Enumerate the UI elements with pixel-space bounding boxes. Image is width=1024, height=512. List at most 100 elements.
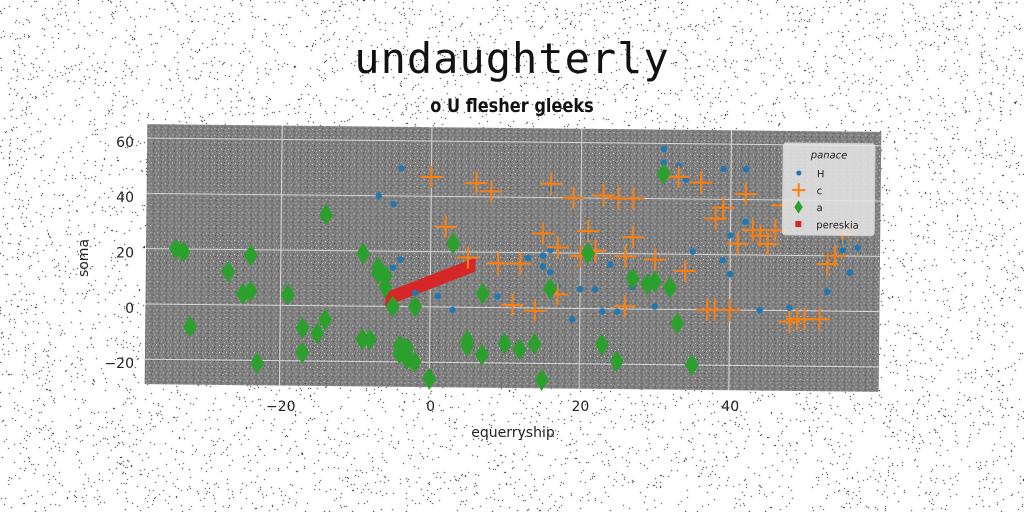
data-point-diamond <box>684 353 699 376</box>
data-point-diamond <box>183 315 198 338</box>
data-point-plus <box>614 245 637 268</box>
legend-label: c <box>817 186 823 197</box>
data-point-plus <box>562 186 585 209</box>
data-point-dot <box>547 269 554 276</box>
data-point-dot <box>682 176 690 183</box>
y-axis-label: soma <box>76 239 92 277</box>
legend-label: pereskia <box>816 220 859 231</box>
data-point-plus <box>726 232 749 255</box>
chart-title: undaughterly <box>354 34 670 83</box>
data-point-plus <box>523 299 546 322</box>
data-point-diamond <box>295 341 310 364</box>
data-point-dot <box>786 304 793 312</box>
data-point-diamond <box>243 244 258 267</box>
legend-marker-a <box>794 200 803 214</box>
data-point-dot <box>742 218 749 225</box>
data-point-plus <box>480 180 503 203</box>
data-point-dot <box>524 254 532 262</box>
data-point-diamond <box>400 337 415 360</box>
data-point-plus <box>592 184 615 207</box>
data-point-diamond <box>176 240 191 263</box>
data-point-dot <box>449 306 456 314</box>
x-tick-label: 40 <box>721 399 739 415</box>
data-point-dot <box>660 145 668 153</box>
data-point-dot <box>756 307 763 314</box>
data-point-diamond <box>534 369 549 392</box>
data-point-dot <box>660 159 667 166</box>
y-gridline <box>146 192 881 202</box>
data-point-plus <box>756 233 779 256</box>
data-point-dot <box>412 289 419 297</box>
x-tick-label: 0 <box>426 399 435 415</box>
data-point-dot <box>591 286 599 293</box>
data-point-plus <box>690 171 713 194</box>
data-point-diamond <box>221 260 236 283</box>
data-point-plus <box>465 171 488 194</box>
data-point-diamond <box>656 162 671 185</box>
data-point-plus <box>704 207 727 230</box>
data-point-diamond <box>662 276 677 299</box>
data-point-diamond <box>497 332 512 355</box>
y-tick-label: −20 <box>104 356 134 372</box>
data-point-plus <box>712 196 735 219</box>
data-point-dot <box>398 165 405 172</box>
data-point-plus <box>808 308 831 331</box>
data-point-diamond <box>446 232 461 255</box>
data-point-plus <box>420 165 443 188</box>
data-point-diamond <box>356 242 371 265</box>
data-point-diamond <box>580 242 595 265</box>
data-point-plus <box>674 259 697 282</box>
data-point-dot <box>390 201 397 208</box>
data-point-plus <box>501 294 524 317</box>
data-point-diamond <box>319 203 334 226</box>
data-point-dot <box>720 165 727 173</box>
data-point-dot <box>569 316 576 323</box>
chart-subtitle: o U flesher gleeks <box>430 95 594 117</box>
data-point-dot <box>651 303 658 310</box>
data-point-plus <box>540 172 563 195</box>
data-point-dot <box>675 162 682 169</box>
data-point-plus <box>577 220 600 243</box>
data-point-diamond <box>385 295 400 318</box>
data-point-dot <box>599 308 606 315</box>
data-point-diamond <box>408 295 423 318</box>
legend-marker-pereskia <box>795 220 802 228</box>
data-point-diamond <box>378 276 393 299</box>
data-point-dot <box>726 270 734 278</box>
data-point-dot <box>614 308 621 315</box>
data-point-diamond <box>318 308 333 331</box>
data-point-dot <box>839 247 846 254</box>
data-point-plus <box>718 299 741 322</box>
data-point-dot <box>607 261 614 268</box>
data-point-plus <box>667 165 690 188</box>
y-tick-label: 60 <box>116 135 134 151</box>
data-point-dot <box>576 285 584 293</box>
data-point-diamond <box>460 329 475 352</box>
data-point-dot <box>494 293 501 300</box>
data-point-diamond <box>475 282 490 305</box>
data-point-diamond <box>243 280 258 303</box>
data-point-plus <box>734 183 757 206</box>
data-point-diamond <box>250 352 265 375</box>
data-point-dot <box>854 244 861 251</box>
legend-label: H <box>817 169 825 180</box>
y-gridline <box>144 358 879 368</box>
data-point-diamond <box>169 237 184 260</box>
x-gridline <box>278 125 283 386</box>
plot-area <box>144 124 882 392</box>
data-point-dot <box>719 257 726 264</box>
data-point-diamond <box>280 283 295 306</box>
data-point-plus <box>486 252 509 275</box>
x-axis-label: equerryship <box>471 425 555 441</box>
data-point-plus <box>434 215 457 238</box>
data-point-diamond <box>355 328 370 351</box>
data-point-dot <box>539 252 547 259</box>
data-point-diamond <box>543 277 558 300</box>
data-point-dot <box>375 192 383 199</box>
data-point-dot <box>846 269 854 276</box>
data-point-diamond <box>594 333 609 356</box>
data-point-diamond <box>475 343 490 366</box>
legend-marker-c <box>792 183 806 197</box>
data-point-plus <box>532 222 555 245</box>
data-point-plus <box>613 295 636 318</box>
